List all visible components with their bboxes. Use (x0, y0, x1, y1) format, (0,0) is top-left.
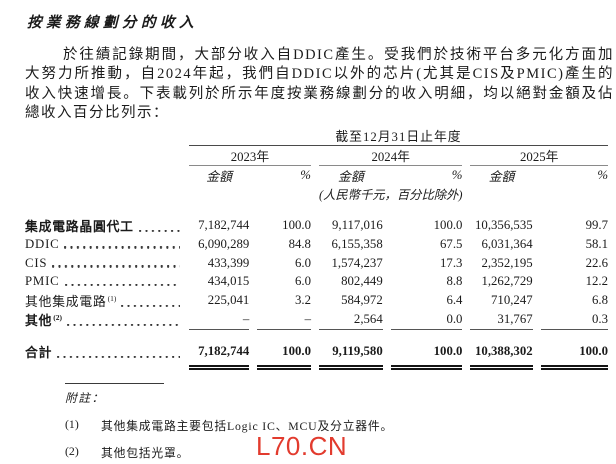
percent-cell: – (304, 312, 311, 327)
total-percent-cell: 100.0 (540, 337, 608, 371)
section-title: 按業務線劃分的收入 (27, 15, 198, 31)
row-label: DDIC (25, 236, 60, 251)
percent-column-header: % (300, 168, 311, 182)
footnote-marker: (1) (65, 417, 79, 431)
year-header-row: 2023年 2024年 2025年 (25, 146, 608, 166)
row-label: 其他集成電路(1) (25, 294, 117, 310)
revenue-by-business-line-table: 截至12月31日止年度 2023年 2024年 2025年 金額 % 金額 % … (17, 126, 616, 371)
table-row: CIS 433,399 6.0 1,574,237 17.3 2,352,195… (25, 254, 608, 273)
total-percent-cell: 100.0 (390, 337, 463, 371)
year-header-2024: 2024年 (318, 146, 463, 166)
amount-cell: 1,262,729 (481, 274, 533, 289)
percent-cell: 12.2 (585, 274, 608, 289)
row-label: 集成電路晶圓代工 (25, 220, 134, 234)
spanner-row: 截至12月31日止年度 (25, 126, 608, 146)
total-label: 合計 (25, 346, 53, 361)
percent-cell: 17.3 (440, 255, 463, 270)
amount-cell: 6,155,358 (331, 237, 383, 251)
total-percent-cell: 100.0 (257, 337, 311, 371)
total-amount-cell: 9,119,580 (318, 337, 383, 371)
footnote-ref: (2) (53, 313, 62, 323)
row-label: CIS (25, 255, 48, 270)
percent-column-header: % (451, 168, 463, 182)
notes-heading: 附註： (65, 391, 105, 405)
amount-cell: 1,574,237 (331, 255, 383, 270)
amount-cell: 433,399 (207, 255, 250, 270)
amount-cell: 434,015 (207, 274, 250, 289)
footnote-marker: (2) (65, 444, 79, 458)
amount-cell: – (242, 312, 250, 327)
percent-cell: 100.0 (433, 218, 463, 233)
percent-column-header: % (597, 168, 608, 182)
watermark: L70.CN (256, 431, 348, 461)
amount-cell: 2,352,195 (481, 255, 533, 270)
row-label: 其他(2) (25, 313, 62, 329)
amount-column-header: 金額 (338, 170, 364, 184)
percent-cell: 58.1 (585, 237, 608, 251)
table-row: PMIC 434,015 6.0 802,449 8.8 1,262,729 1… (25, 272, 608, 291)
amount-cell: 802,449 (341, 274, 383, 289)
amount-cell: 710,247 (491, 293, 533, 308)
total-amount-cell: 10,388,302 (470, 337, 533, 371)
dot-leader (66, 323, 180, 327)
year-header-2025: 2025年 (470, 146, 608, 166)
amount-cell: 6,090,289 (198, 237, 250, 251)
percent-cell: 0.0 (446, 312, 463, 327)
intro-paragraph: 於往績記錄期間，大部分收入自DDIC產生。受我們於技術平台多元化方面加大努力所推… (25, 47, 614, 122)
amount-cell: 2,564 (353, 312, 383, 327)
percent-cell: 100.0 (282, 218, 311, 233)
amount-cell: 31,767 (497, 312, 533, 327)
dot-leader (64, 246, 180, 249)
amount-cell: 9,117,016 (332, 218, 383, 233)
footnote-ref: (1) (107, 294, 117, 304)
footnote-text: 其他集成電路主要包括Logic IC、MCU及分立器件。 (101, 419, 394, 433)
year-header-2023: 2023年 (188, 146, 311, 166)
total-amount-cell: 7,182,744 (188, 337, 250, 371)
column-rule-row (25, 329, 608, 337)
percent-cell: 8.8 (446, 274, 463, 289)
percent-cell: 0.3 (592, 312, 608, 327)
period-spanner-header: 截至12月31日止年度 (188, 126, 608, 146)
dot-leader (52, 265, 180, 268)
table-row: 集成電路晶圓代工 7,182,744 100.0 9,117,016 100.0… (25, 203, 608, 235)
amount-cell: 7,182,744 (198, 218, 250, 233)
percent-cell: 6.4 (446, 293, 463, 308)
currency-unit-note: (人民幣千元，百分比除外) (318, 188, 463, 202)
footnote-item: (1) 其他集成電路主要包括Logic IC、MCU及分立器件。 (65, 417, 393, 434)
footnote-separator (65, 383, 164, 384)
amount-column-header: 金額 (206, 170, 232, 184)
table-row: 其他(2) – – 2,564 0.0 31,767 0.3 (25, 310, 608, 329)
amount-cell: 10,356,535 (475, 218, 533, 233)
table-row: 其他集成電路(1) 225,041 3.2 584,972 6.4 710,24… (25, 291, 608, 310)
percent-cell: 6.0 (294, 274, 311, 289)
percent-cell: 99.7 (585, 218, 608, 233)
percent-cell: 6.0 (294, 255, 311, 270)
footnote-text: 其他包括光罩。 (101, 446, 190, 460)
footnote-item: (2) 其他包括光罩。 (65, 444, 189, 461)
table-row: DDIC 6,090,289 84.8 6,155,358 67.5 6,031… (25, 235, 608, 254)
total-row: 合計 7,182,744 100.0 9,119,580 100.0 10,38… (25, 337, 608, 371)
percent-cell: 84.8 (288, 237, 311, 251)
percent-cell: 3.2 (294, 293, 311, 308)
amount-cell: 6,031,364 (481, 237, 533, 251)
unit-note-row: (人民幣千元，百分比除外) (25, 185, 608, 203)
amount-column-header: 金額 (488, 170, 515, 184)
dot-leader (138, 229, 180, 232)
dot-leader (121, 304, 180, 308)
dot-leader (57, 355, 180, 359)
percent-cell: 67.5 (440, 237, 463, 251)
subheader-row: 金額 % 金額 % 金額 % (25, 166, 608, 185)
percent-cell: 6.8 (592, 293, 608, 308)
amount-cell: 225,041 (207, 293, 250, 308)
dot-leader (64, 283, 180, 287)
percent-cell: 22.6 (585, 255, 608, 270)
amount-cell: 584,972 (341, 293, 383, 308)
row-label: PMIC (25, 274, 60, 289)
